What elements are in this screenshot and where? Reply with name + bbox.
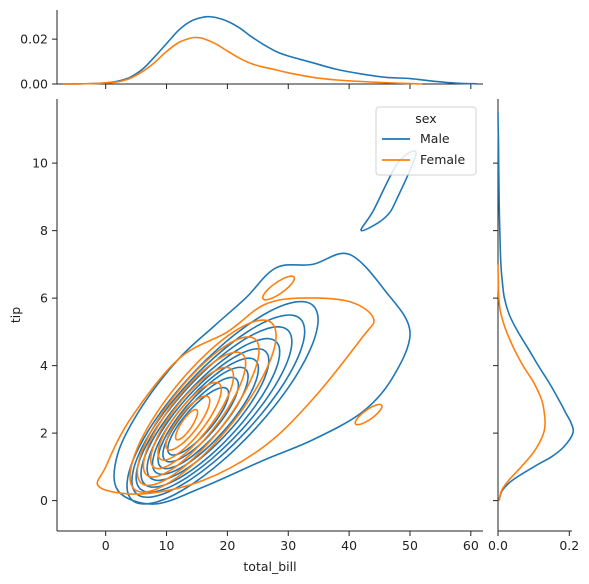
female-contours [96,275,383,495]
male-contour-level-6 [135,326,293,493]
y-tick-label-2: 2 [40,426,48,441]
right-x-tick-label-0: 0.0 [488,538,508,553]
y-tick-label-6: 6 [40,291,48,306]
male-contour-level-8 [126,300,319,505]
right-marginal-axes: 0.0 0.2 [488,99,579,553]
y-tick-label-4: 4 [40,358,48,373]
x-tick-label-20: 20 [219,538,235,553]
female-contour-level-6 [129,319,277,493]
legend-label-male: Male [420,131,450,146]
legend-frame [375,106,477,176]
female-contour-island-0 [261,275,296,301]
x-tick-label-30: 30 [280,538,296,553]
x-axis-label: total_bill [243,559,296,574]
top-y-tick-label-0: 0.00 [20,77,48,92]
male-contour-level-4 [146,347,270,482]
top-y-tick-label-1: 0.02 [20,32,48,47]
female-contour-level-2 [157,381,223,461]
female-contour-level-1 [165,395,211,451]
y-tick-label-8: 8 [40,223,48,238]
right-kde-female [497,264,546,501]
female-contour-level-4 [142,351,247,478]
female-contour-level-0 [174,408,199,441]
male-contour-level-7 [131,314,306,499]
right-x-tick-label-1: 0.2 [559,538,579,553]
y-tick-label-10: 10 [32,156,48,171]
female-contour-level-5 [136,336,260,487]
x-tick-label-10: 10 [159,538,175,553]
female-contour-level-3 [149,366,235,470]
x-tick-label-60: 60 [463,538,479,553]
male-contour-level-1 [162,376,240,463]
female-contour-outer [96,297,375,495]
plot-area [96,150,417,505]
x-tick-label-0: 0 [102,538,110,553]
male-contour-level-3 [151,357,260,476]
female-contour-island-1 [354,403,383,426]
top-kde-female [63,36,423,85]
male-contour-level-5 [140,337,281,488]
legend-label-female: Female [420,152,466,167]
top-kde-male [63,15,477,85]
main-axes: 0 10 20 30 40 50 60 0 2 4 6 8 10 [32,99,483,553]
x-tick-label-50: 50 [402,538,418,553]
legend-title: sex [415,111,436,126]
legend: sex Male Female [375,106,477,176]
top-marginal-axes: 0.00 0.02 [20,10,483,92]
y-axis-label: tip [8,307,23,323]
x-tick-label-40: 40 [341,538,357,553]
right-kde-male [497,112,575,501]
y-tick-label-0: 0 [40,493,48,508]
